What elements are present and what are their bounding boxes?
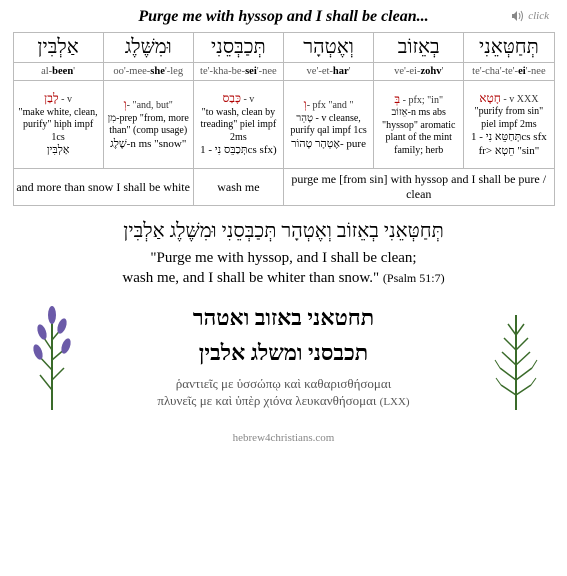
translit-cell: ve'-ei-zohv'	[374, 63, 464, 81]
hebrew-word: תְּכַבְּסֵנִי	[193, 33, 283, 63]
translit-cell: te'-cha'-te'-ei'-nee	[464, 63, 554, 81]
interlinear-table: אַלְבִּין וּמִשֶּׁלֶג תְּכַבְּסֵנִי וְאֶ…	[13, 32, 555, 206]
click-label: click	[528, 10, 549, 22]
phrase-cell: wash me	[193, 169, 283, 206]
phrase-cell: purge me [from sin] with hyssop and I sh…	[283, 169, 554, 206]
speaker-icon	[511, 10, 525, 22]
decorative-hebrew-line1: תחטאני באזוב ואטהר	[84, 300, 484, 335]
transliteration-row: al-been' oo'-mee-she'-leg te'-kha-be-sei…	[13, 63, 554, 81]
translit-cell: te'-kha-be-sei'-nee	[193, 63, 283, 81]
audio-hint[interactable]: click	[511, 10, 549, 22]
hebrew-word: וּמִשֶּׁלֶג	[103, 33, 193, 63]
hebrew-word: תְּחַטְּאֵנִי	[464, 33, 554, 63]
gloss-cell: כָּבַס - v"to wash, clean by treading" p…	[193, 81, 283, 169]
gloss-cell: חָטָא - v XXX"purify from sin" piel impf…	[464, 81, 554, 169]
translit-cell: ve'-et-har'	[283, 63, 373, 81]
hebrew-word: אַלְבִּין	[13, 33, 103, 63]
gloss-cell: לָבַן - v"make white, clean, purify" hip…	[13, 81, 103, 169]
translit-cell: al-been'	[13, 63, 103, 81]
gloss-cell: וְ- pfx "and "טָהֵר - v cleanse, purify …	[283, 81, 373, 169]
hebrew-row: אַלְבִּין וּמִשֶּׁלֶג תְּכַבְּסֵנִי וְאֶ…	[13, 33, 554, 63]
full-english-translation: "Purge me with hyssop, and I shall be cl…	[0, 249, 567, 288]
phrase-row: and more than snow I shall be white wash…	[13, 169, 554, 206]
phrase-cell: and more than snow I shall be white	[13, 169, 193, 206]
hebrew-word: בְאֵזוֹב	[374, 33, 464, 63]
gloss-cell: וְ- "and, but"מִן-prep "from, more than"…	[103, 81, 193, 169]
full-hebrew-verse: תְּחַטְּאֵנִי בְאֵזוֹב וְאֶטְהָר תְּכַבְ…	[0, 220, 567, 243]
gloss-row: לָבַן - v"make white, clean, purify" hip…	[13, 81, 554, 169]
decorative-hebrew-line2: תכבסני ומשלג אלבין	[84, 335, 484, 370]
hebrew-word: וְאֶטְהָר	[283, 33, 373, 63]
page-title: Purge me with hyssop and I shall be clea…	[0, 0, 567, 32]
translit-cell: oo'-mee-she'-leg	[103, 63, 193, 81]
hyssop-plant-right-icon	[486, 300, 546, 410]
decorative-block: תחטאני באזוב ואטהר תכבסני ומשלג אלבין ῥα…	[14, 300, 554, 430]
verse-reference: (Psalm 51:7)	[383, 271, 445, 285]
greek-lxx-text: ῥαντιεῖς με ὑσσώπῳ καὶ καθαρισθήσομαι πλ…	[14, 376, 554, 410]
site-credit: hebrew4christians.com	[0, 432, 567, 444]
hyssop-plant-left-icon	[22, 300, 82, 410]
gloss-cell: בְּ - pfx; "in"אֵזוֹב-n ms abs "hyssop" …	[374, 81, 464, 169]
lxx-label: (LXX)	[380, 396, 410, 408]
